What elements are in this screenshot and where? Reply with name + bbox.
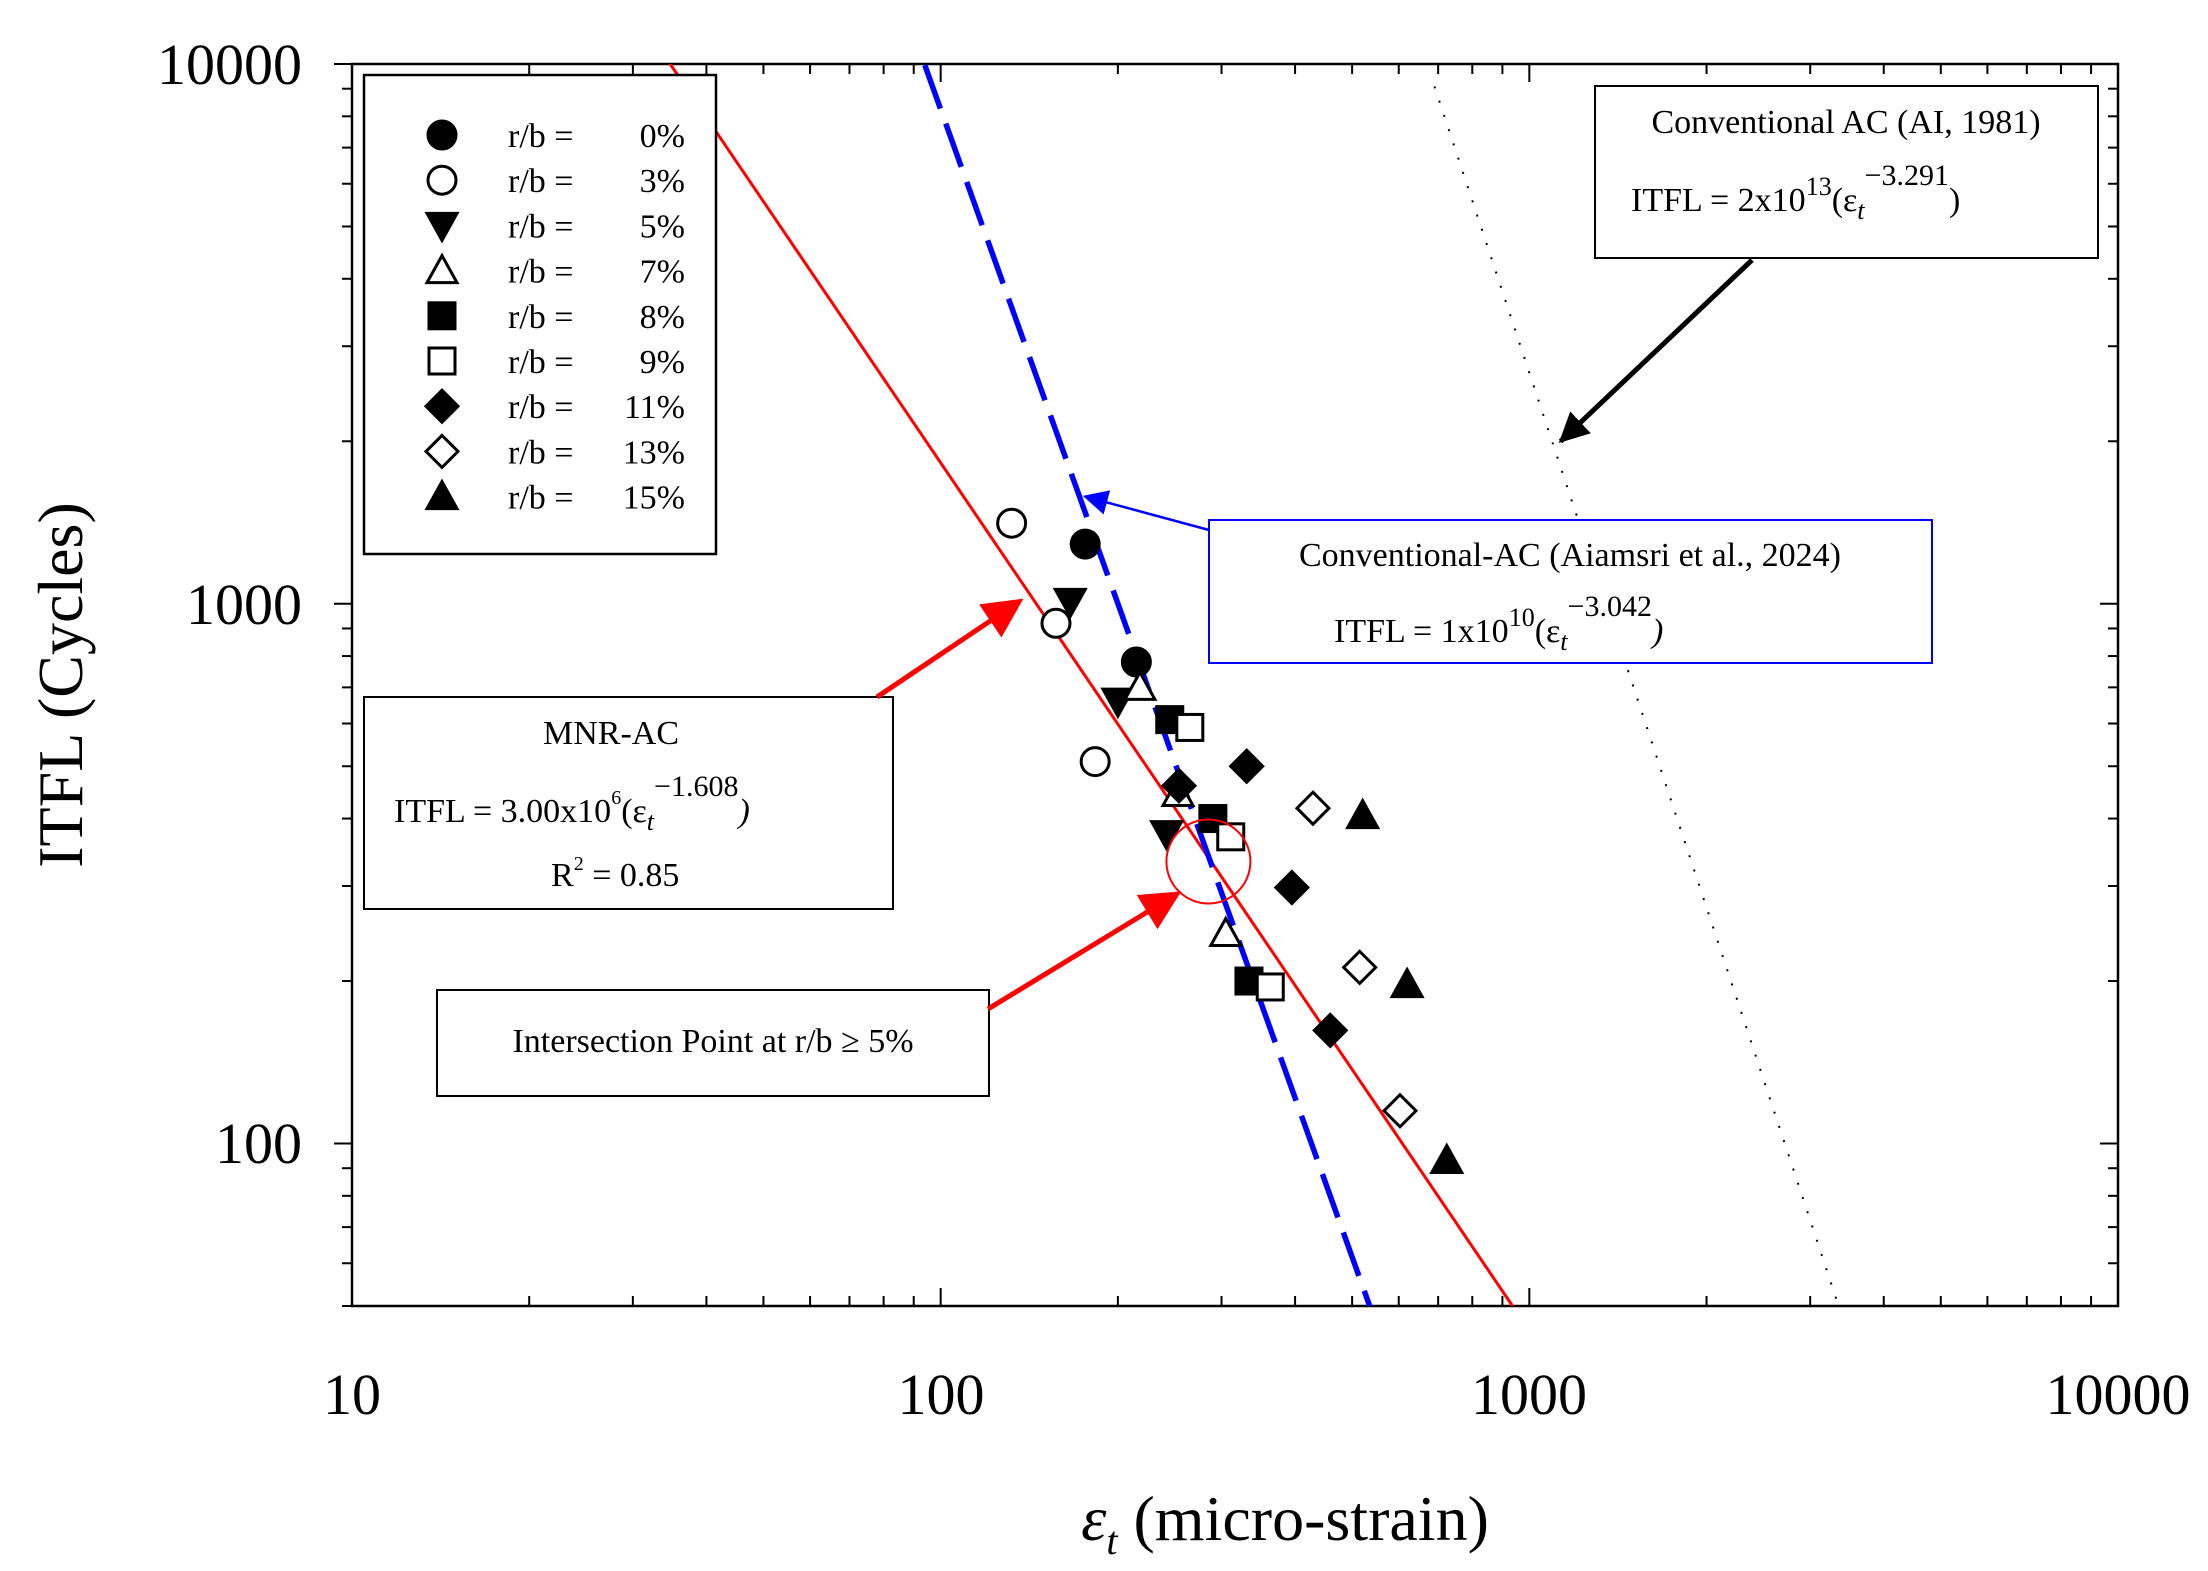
annotation-aiamsri-2024: Conventional-AC (Aiamsri et al., 2024) I…: [1208, 519, 1933, 664]
point-11pct-0: [1160, 767, 1198, 804]
annotation-mnr-r2: R2 = 0.85: [551, 853, 679, 894]
legend-marker-2: [424, 211, 460, 244]
legend-value-5: 9%: [640, 344, 685, 381]
point-3pct-1: [1040, 607, 1072, 639]
data-points: [996, 507, 1465, 1175]
point-15pct-2: [1429, 1142, 1465, 1175]
point-0pct-1: [1120, 646, 1152, 678]
annotation-ai-box: [1594, 85, 2099, 259]
x-tick-label-100: 100: [898, 1362, 985, 1427]
point-3pct-2: [1079, 746, 1111, 778]
annotation-intersection-box: [436, 989, 990, 1097]
point-3pct-0: [996, 507, 1028, 539]
legend-marker-1: [426, 164, 458, 196]
intersection-circle: [1165, 818, 1252, 905]
y-tick-label-1000: 1000: [186, 572, 302, 637]
annotation-mnr-arrow: [875, 598, 1024, 700]
legend-label-3: r/b =: [508, 254, 573, 291]
annotation-ai-title: Conventional AC (AI, 1981): [1651, 104, 2040, 141]
point-9pct-1: [1216, 822, 1246, 852]
annotation-intersection-arrow: [986, 891, 1182, 1012]
x-tick-label-10: 10: [323, 1362, 381, 1427]
point-5pct-2: [1149, 820, 1185, 852]
point-11pct-3: [1312, 1012, 1349, 1049]
legend-label-7: r/b =: [508, 434, 573, 471]
y-tick-label-100: 100: [215, 1111, 302, 1176]
legend-box: [362, 73, 718, 556]
legend-marker-3: [424, 252, 460, 285]
point-9pct-2: [1255, 972, 1285, 1002]
legend-marker-4: [427, 301, 457, 331]
legend-label-6: r/b =: [508, 389, 573, 426]
point-5pct-0: [1052, 587, 1088, 620]
legend-value-3: 7%: [640, 254, 685, 291]
annotation-mnr-box: [363, 696, 894, 910]
legend-marker-0: [426, 119, 458, 151]
annotation-aiamsri-equation: ITFL = 1x1010(εt−3.042): [1334, 590, 1663, 656]
legend-label-2: r/b =: [508, 208, 573, 245]
point-13pct-0: [1294, 790, 1332, 827]
point-15pct-1: [1389, 966, 1425, 999]
y-tick-label-10000: 10000: [157, 32, 302, 97]
point-0pct-0: [1069, 528, 1101, 560]
point-11pct-1: [1228, 748, 1265, 785]
annotation-aiamsri-arrow: [1082, 490, 1210, 532]
legend-value-0: 0%: [640, 118, 685, 155]
x-axis-title: εt (micro-strain): [1081, 1483, 1489, 1563]
annotation-ai-1981: Conventional AC (AI, 1981) ITFL = 2x1013…: [1594, 85, 2099, 259]
legend-marker-5: [427, 346, 457, 376]
point-7pct-2: [1208, 915, 1244, 947]
legend-marker-7: [423, 433, 461, 470]
annotation-intersection-label: Intersection Point at r/b ≥ 5%: [512, 1023, 913, 1060]
annotation-ai-arrow: [1558, 258, 1754, 444]
legend-value-1: 3%: [640, 163, 685, 200]
legend-label-1: r/b =: [508, 163, 573, 200]
legend-label-0: r/b =: [508, 118, 573, 155]
annotation-aiamsri-title: Conventional-AC (Aiamsri et al., 2024): [1299, 537, 1841, 574]
legend-label-5: r/b =: [508, 344, 573, 381]
trend-line-0: [668, 64, 1515, 1306]
legend: r/b = 0% r/b = 3% r/b = 5% r/b = 7% r/b = 8% r/b =…: [423, 118, 685, 517]
point-9pct-0: [1175, 712, 1205, 742]
annotation-ai-equation: ITFL = 2x1013(εt−3.291): [1631, 159, 1960, 225]
annotation-intersection: Intersection Point at r/b ≥ 5%: [436, 989, 990, 1097]
axis-ticks: [334, 63, 2118, 1307]
legend-value-6: 11%: [624, 389, 685, 426]
legend-label-8: r/b =: [508, 480, 573, 517]
x-tick-label-1000: 1000: [1471, 1362, 1587, 1427]
legend-marker-8: [424, 478, 460, 511]
point-11pct-2: [1273, 869, 1310, 906]
annotation-mnr-ac: MNR-AC ITFL = 3.00x106(εt−1.608) R2 = 0.…: [363, 696, 894, 910]
point-13pct-1: [1341, 949, 1378, 986]
annotation-mnr-title: MNR-AC: [543, 715, 679, 752]
legend-value-2: 5%: [640, 208, 685, 245]
x-tick-label-10000: 10000: [2046, 1362, 2191, 1427]
y-axis-title: ITFL (Cycles): [25, 502, 96, 868]
annotation-mnr-equation: ITFL = 3.00x106(εt−1.608): [394, 770, 750, 836]
legend-marker-6: [423, 388, 461, 425]
point-13pct-2: [1381, 1092, 1419, 1129]
legend-value-7: 13%: [623, 434, 685, 471]
point-7pct-0: [1122, 669, 1158, 701]
point-15pct-0: [1345, 797, 1381, 830]
legend-value-8: 15%: [623, 480, 685, 517]
legend-value-4: 8%: [640, 299, 685, 336]
annotation-aiamsri-box: [1208, 519, 1933, 664]
legend-label-4: r/b =: [508, 299, 573, 336]
